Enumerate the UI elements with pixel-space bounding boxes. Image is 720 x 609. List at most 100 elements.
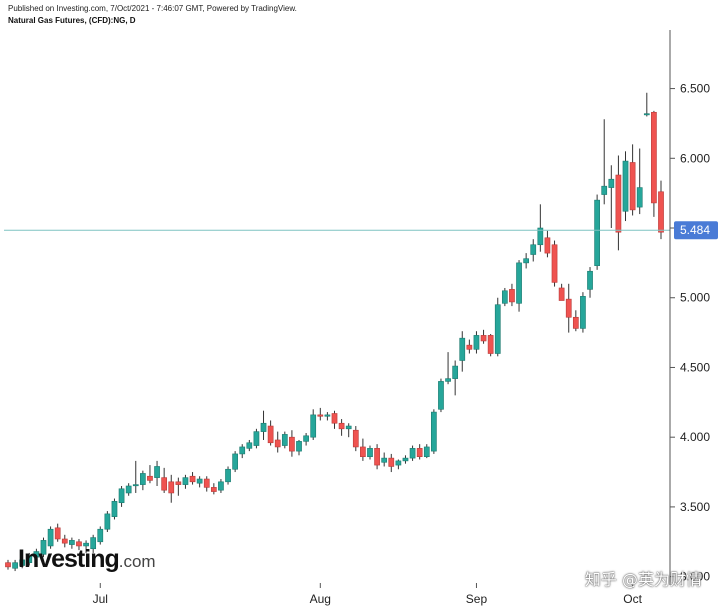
candle-body <box>281 434 288 446</box>
candle <box>182 474 189 489</box>
candle <box>97 526 104 545</box>
candle-body <box>246 442 253 449</box>
candle <box>289 430 295 457</box>
candle <box>83 540 89 553</box>
candle <box>210 483 217 495</box>
candle-body <box>132 484 139 487</box>
candle-body <box>565 298 572 318</box>
candle-body <box>54 527 61 540</box>
candle <box>5 559 11 570</box>
candle-body <box>416 448 423 458</box>
candle-body <box>182 477 189 485</box>
candle-body <box>267 425 274 444</box>
candle-body <box>601 185 608 195</box>
candle-body <box>47 528 54 547</box>
candle <box>587 267 593 298</box>
candle <box>381 452 388 467</box>
candle <box>225 466 231 485</box>
candle <box>239 444 246 459</box>
candle-body <box>33 551 40 558</box>
candle <box>125 483 132 496</box>
candle-body <box>147 475 153 481</box>
published-note: Published on Investing.com, 7/Oct/2021 -… <box>8 4 297 13</box>
candle <box>61 534 68 548</box>
candle-body <box>218 481 224 491</box>
candle-body <box>232 453 238 470</box>
price-tick-label: 3.000 <box>680 570 710 584</box>
candle-body <box>615 174 622 233</box>
candle-body <box>388 457 395 467</box>
candle <box>345 423 352 438</box>
candle-body <box>189 475 196 483</box>
time-axis: Jul Aug Sep Oct <box>93 583 643 606</box>
candle <box>161 467 168 493</box>
candle-body <box>203 478 210 488</box>
candle <box>203 476 210 492</box>
candle-body <box>40 540 47 555</box>
candle <box>658 180 664 240</box>
candle <box>19 557 26 569</box>
candle-body <box>636 187 643 208</box>
candle <box>402 455 409 464</box>
candle-body <box>253 431 260 446</box>
candle-body <box>516 262 522 304</box>
candle-body <box>558 287 565 301</box>
candle <box>622 151 629 222</box>
candle <box>267 420 274 446</box>
candle-body <box>480 335 487 342</box>
candle-body <box>161 477 168 491</box>
candle <box>352 426 359 452</box>
candle-body <box>509 289 515 303</box>
candle-body <box>5 562 11 568</box>
candle <box>509 283 515 307</box>
candle-body <box>367 448 373 458</box>
candle <box>572 310 579 332</box>
candle <box>26 552 33 566</box>
price-tick-label: 5.000 <box>680 291 710 305</box>
candle-body <box>317 414 324 417</box>
candle-body <box>154 466 160 478</box>
candle-body <box>622 160 629 212</box>
candle <box>196 476 203 488</box>
candle-body <box>487 335 494 354</box>
time-tick-label: Aug <box>310 592 331 606</box>
candle <box>551 240 558 287</box>
last-price-badge-label: 5.484 <box>680 223 710 237</box>
candle-body <box>175 481 182 485</box>
candle <box>54 523 61 542</box>
candle-body <box>310 414 317 438</box>
time-tick-label: Jul <box>93 592 108 606</box>
candle <box>374 444 380 470</box>
candle-body <box>572 316 579 329</box>
candle <box>111 498 118 520</box>
candle-body <box>338 422 345 430</box>
candle <box>90 534 97 553</box>
logo-wordmark: Investing <box>18 545 120 573</box>
candle <box>232 451 238 473</box>
candle <box>409 445 416 461</box>
candle <box>168 474 175 503</box>
candle <box>296 439 302 456</box>
candle <box>452 360 459 396</box>
price-tick-label: 4.000 <box>680 430 710 444</box>
candle <box>501 287 508 307</box>
candle <box>274 431 281 453</box>
candle <box>76 538 82 551</box>
candle-body <box>97 528 104 543</box>
candle-body <box>402 457 409 462</box>
candle <box>47 526 54 549</box>
candle-body <box>395 460 402 466</box>
candle <box>565 283 572 333</box>
candle <box>636 148 643 215</box>
candle-body <box>431 411 437 452</box>
candle <box>629 144 636 216</box>
candle-body <box>111 501 118 517</box>
candle-body <box>445 378 451 382</box>
candle-body <box>537 227 544 246</box>
candle <box>33 548 40 560</box>
candle-body <box>118 488 125 504</box>
last-price-badge: 5.484 <box>674 221 718 240</box>
candle-body <box>345 425 352 430</box>
candle <box>523 253 529 269</box>
candle-body <box>658 191 664 233</box>
